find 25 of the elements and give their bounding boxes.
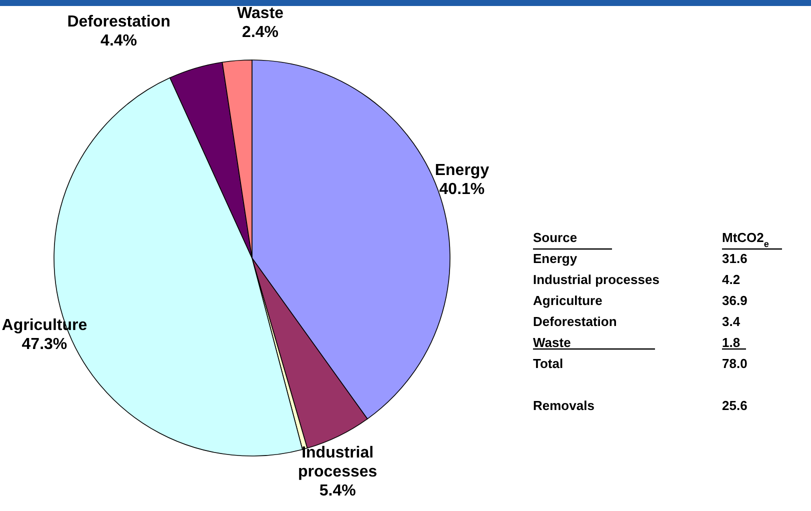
text: Removals <box>533 398 594 413</box>
text: Agriculture <box>533 293 602 308</box>
text: 31.6 <box>722 251 748 266</box>
text: Total <box>533 356 564 371</box>
slice-label: Deforestation <box>67 13 170 30</box>
text: 4.2 <box>722 272 740 287</box>
text: 25.6 <box>722 398 748 413</box>
text: 78.0 <box>722 356 748 371</box>
text: Waste <box>533 335 571 350</box>
slice-label: Energy <box>434 162 490 180</box>
text: Industrial processes <box>533 272 660 287</box>
text: Energy <box>533 251 578 266</box>
slice-label: Waste <box>237 4 284 22</box>
slice-label: Industrial processes <box>298 444 378 480</box>
text: Source <box>533 230 578 245</box>
text: 36.9 <box>722 293 748 308</box>
data-label: 5.4% <box>319 482 356 500</box>
data-label: 2.4% <box>242 24 279 41</box>
data-label: 4.4% <box>100 32 138 50</box>
data-label: 47.3% <box>22 336 68 354</box>
text: Deforestation <box>533 314 617 329</box>
text: 3.4 <box>722 314 741 329</box>
data-label: 40.1% <box>439 181 485 198</box>
text: 1.8 <box>722 335 740 350</box>
text: MtCO2$_{e}$ <box>722 230 769 249</box>
